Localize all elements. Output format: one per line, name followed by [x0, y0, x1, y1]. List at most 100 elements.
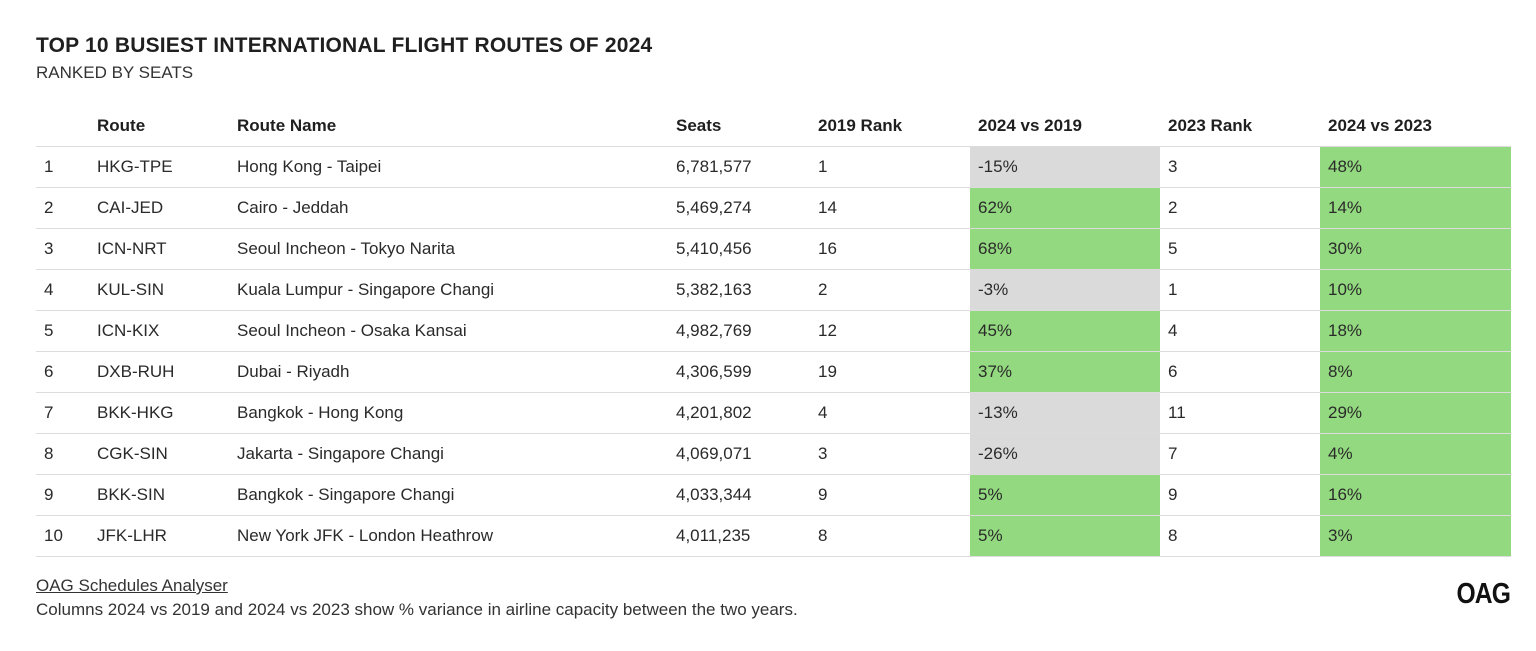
cell-2019-rank: 16	[810, 228, 970, 270]
cell-route: CGK-SIN	[89, 433, 229, 475]
cell-2019-rank: 8	[810, 515, 970, 557]
table-row: 6 DXB-RUH Dubai - Riyadh 4,306,599 19 37% 6 8%	[36, 351, 1511, 393]
cell-2019-rank: 2	[810, 269, 970, 311]
column-header-route: Route	[97, 116, 146, 135]
cell-seats: 4,201,802	[668, 392, 810, 434]
oag-logo: OAG	[1456, 578, 1510, 610]
cell-route: HKG-TPE	[89, 146, 229, 188]
cell-2024-vs-2023: 18%	[1320, 310, 1511, 352]
column-header-2023-rank: 2023 Rank	[1168, 116, 1253, 135]
cell-route: DXB-RUH	[89, 351, 229, 393]
cell-2024-vs-2019: 37%	[970, 351, 1160, 393]
cell-seats: 4,033,344	[668, 474, 810, 516]
cell-2019-rank: 4	[810, 392, 970, 434]
cell-route: BKK-SIN	[89, 474, 229, 516]
column-header-2024-vs-2023: 2024 vs 2023	[1328, 116, 1432, 135]
cell-seats: 6,781,577	[668, 146, 810, 188]
cell-seats: 5,469,274	[668, 187, 810, 229]
cell-rank: 3	[36, 228, 89, 270]
cell-route-name: Hong Kong - Taipei	[229, 146, 668, 188]
table-row: 8 CGK-SIN Jakarta - Singapore Changi 4,069,…	[36, 433, 1511, 475]
cell-2023-rank: 11	[1160, 392, 1320, 434]
cell-seats: 4,306,599	[668, 351, 810, 393]
cell-2023-rank: 9	[1160, 474, 1320, 516]
table-row: 7 BKK-HKG Bangkok - Hong Kong 4,201,802 4 -13…	[36, 392, 1511, 434]
cell-2024-vs-2019: -13%	[970, 392, 1160, 434]
cell-2019-rank: 19	[810, 351, 970, 393]
cell-2024-vs-2019: 45%	[970, 310, 1160, 352]
cell-route: ICN-KIX	[89, 310, 229, 352]
table-row: 3 ICN-NRT Seoul Incheon - Tokyo Narita 5,41…	[36, 228, 1511, 270]
column-header-2024-vs-2019: 2024 vs 2019	[978, 116, 1082, 135]
footnote: Columns 2024 vs 2019 and 2024 vs 2023 sh…	[36, 600, 798, 619]
cell-seats: 4,069,071	[668, 433, 810, 475]
column-header-2019-rank: 2019 Rank	[818, 116, 903, 135]
cell-seats: 5,382,163	[668, 269, 810, 311]
cell-rank: 10	[36, 515, 89, 557]
cell-seats: 4,011,235	[668, 515, 810, 557]
cell-2023-rank: 5	[1160, 228, 1320, 270]
cell-route-name: Jakarta - Singapore Changi	[229, 433, 668, 475]
cell-2019-rank: 9	[810, 474, 970, 516]
cell-2019-rank: 14	[810, 187, 970, 229]
source-link[interactable]: OAG Schedules Analyser	[36, 576, 228, 595]
cell-route: CAI-JED	[89, 187, 229, 229]
column-header-route-name: Route Name	[237, 116, 337, 135]
cell-route-name: New York JFK - London Heathrow	[229, 515, 668, 557]
cell-seats: 5,410,456	[668, 228, 810, 270]
cell-2024-vs-2023: 10%	[1320, 269, 1511, 311]
cell-2024-vs-2019: -15%	[970, 146, 1160, 188]
cell-rank: 9	[36, 474, 89, 516]
table-row: 9 BKK-SIN Bangkok - Singapore Changi 4,033,…	[36, 474, 1511, 516]
cell-rank: 1	[36, 146, 89, 188]
cell-2024-vs-2023: 8%	[1320, 351, 1511, 393]
table-row: 1 HKG-TPE Hong Kong - Taipei 6,781,577 1 -15%…	[36, 146, 1511, 188]
cell-2024-vs-2023: 14%	[1320, 187, 1511, 229]
cell-2019-rank: 1	[810, 146, 970, 188]
cell-2024-vs-2019: 5%	[970, 515, 1160, 557]
cell-2023-rank: 4	[1160, 310, 1320, 352]
cell-route: BKK-HKG	[89, 392, 229, 434]
cell-2024-vs-2023: 16%	[1320, 474, 1511, 516]
cell-route-name: Bangkok - Singapore Changi	[229, 474, 668, 516]
cell-rank: 2	[36, 187, 89, 229]
cell-route-name: Seoul Incheon - Osaka Kansai	[229, 310, 668, 352]
chart-subtitle: RANKED BY SEATS	[36, 63, 194, 82]
cell-2023-rank: 2	[1160, 187, 1320, 229]
cell-2019-rank: 3	[810, 433, 970, 475]
column-header-seats: Seats	[676, 116, 722, 135]
routes-table: Route Route Name Seats 2019 Rank 2024 vs…	[36, 106, 1511, 557]
cell-2023-rank: 3	[1160, 146, 1320, 188]
cell-2024-vs-2023: 48%	[1320, 146, 1511, 188]
table-row: 2 CAI-JED Cairo - Jeddah 5,469,274 14 62% 2 14%	[36, 187, 1511, 229]
table-row: 5 ICN-KIX Seoul Incheon - Osaka Kansai 4,98…	[36, 310, 1511, 352]
cell-seats: 4,982,769	[668, 310, 810, 352]
cell-route-name: Bangkok - Hong Kong	[229, 392, 668, 434]
table-row: 10 JFK-LHR New York JFK - London Heathrow 4…	[36, 515, 1511, 557]
cell-2023-rank: 1	[1160, 269, 1320, 311]
cell-route-name: Cairo - Jeddah	[229, 187, 668, 229]
column-header-rank	[36, 106, 89, 147]
table-body: 1 HKG-TPE Hong Kong - Taipei 6,781,577 1 -15%…	[36, 146, 1511, 557]
chart-title: TOP 10 BUSIEST INTERNATIONAL FLIGHT ROUT…	[36, 34, 653, 57]
cell-route: JFK-LHR	[89, 515, 229, 557]
cell-2024-vs-2023: 30%	[1320, 228, 1511, 270]
cell-2024-vs-2019: -26%	[970, 433, 1160, 475]
cell-2024-vs-2019: 62%	[970, 187, 1160, 229]
cell-rank: 6	[36, 351, 89, 393]
cell-route: KUL-SIN	[89, 269, 229, 311]
table-row: 4 KUL-SIN Kuala Lumpur - Singapore Changi 5…	[36, 269, 1511, 311]
cell-rank: 5	[36, 310, 89, 352]
cell-2024-vs-2023: 4%	[1320, 433, 1511, 475]
cell-rank: 8	[36, 433, 89, 475]
cell-2023-rank: 6	[1160, 351, 1320, 393]
cell-route: ICN-NRT	[89, 228, 229, 270]
cell-2019-rank: 12	[810, 310, 970, 352]
cell-2024-vs-2019: 68%	[970, 228, 1160, 270]
cell-2023-rank: 7	[1160, 433, 1320, 475]
cell-2024-vs-2023: 3%	[1320, 515, 1511, 557]
cell-rank: 7	[36, 392, 89, 434]
cell-route-name: Seoul Incheon - Tokyo Narita	[229, 228, 668, 270]
cell-route-name: Dubai - Riyadh	[229, 351, 668, 393]
cell-2024-vs-2023: 29%	[1320, 392, 1511, 434]
